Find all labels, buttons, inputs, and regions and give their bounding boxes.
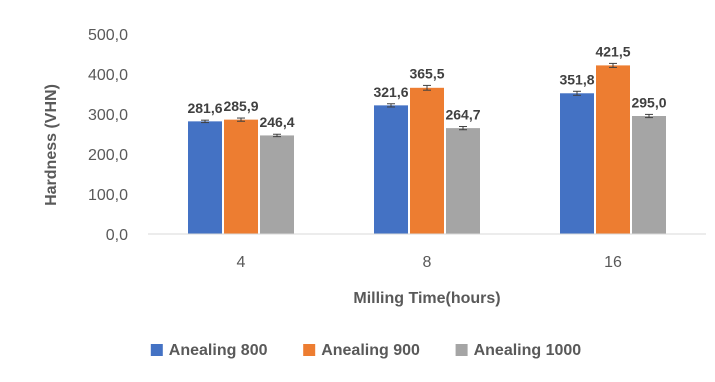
- bar: [188, 121, 222, 234]
- data-label: 285,9: [223, 98, 258, 114]
- legend-swatch: [303, 344, 316, 356]
- bar: [260, 135, 294, 234]
- data-label: 246,4: [259, 114, 294, 130]
- bar: [632, 116, 666, 234]
- legend-label: Anealing 1000: [474, 342, 582, 359]
- x-tick-label: 4: [237, 254, 246, 271]
- y-tick-label: 0,0: [106, 227, 128, 244]
- data-label: 351,8: [559, 71, 594, 87]
- y-tick-label: 200,0: [88, 147, 128, 164]
- bar: [410, 87, 444, 234]
- x-tick-label: 8: [423, 254, 432, 271]
- bar: [596, 65, 630, 235]
- legend-label: Anealing 800: [169, 342, 268, 359]
- data-label: 295,0: [631, 94, 666, 110]
- data-label: 281,6: [187, 100, 222, 116]
- bar: [224, 119, 258, 234]
- y-tick-label: 500,0: [88, 27, 128, 44]
- data-label: 365,5: [409, 65, 444, 81]
- y-axis-title: Hardness (VHN): [43, 84, 60, 206]
- bar: [446, 128, 480, 234]
- data-label: 321,6: [373, 84, 408, 100]
- y-tick-label: 300,0: [88, 107, 128, 124]
- y-tick-label: 400,0: [88, 67, 128, 84]
- data-label: 421,5: [595, 43, 630, 59]
- bar: [374, 105, 408, 234]
- legend: Anealing 800 Anealing 900 Anealing 1000: [150, 342, 582, 359]
- legend-swatch: [455, 344, 468, 356]
- bar: [560, 93, 594, 234]
- data-label: 264,7: [445, 107, 480, 123]
- legend-swatch: [150, 344, 163, 356]
- x-tick-label: 16: [604, 254, 622, 271]
- x-axis-title: Milling Time(hours): [353, 290, 500, 307]
- legend-label: Anealing 900: [321, 342, 420, 359]
- y-tick-label: 100,0: [88, 187, 128, 204]
